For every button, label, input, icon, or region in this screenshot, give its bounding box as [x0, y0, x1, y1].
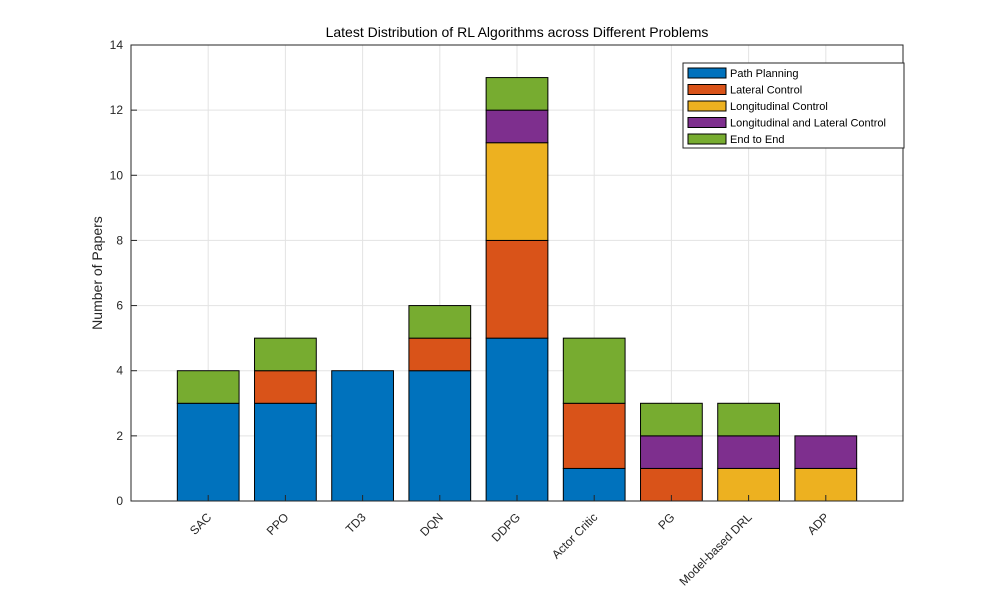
y-axis: 0 2 4 6 8 10 12 14	[110, 38, 137, 508]
bar-segment	[640, 435, 703, 469]
bar-segment	[485, 142, 549, 241]
legend-swatch	[687, 67, 727, 79]
bar-segment	[254, 337, 317, 372]
legend-label: Longitudinal and Lateral Control	[730, 118, 886, 130]
bar-segment	[408, 337, 472, 372]
y-tick-label: 2	[116, 429, 123, 443]
bar-segment	[717, 435, 780, 469]
y-tick-label: 0	[116, 494, 123, 508]
bars	[176, 77, 858, 502]
bar-segment	[408, 370, 472, 502]
bar-segment	[331, 370, 394, 502]
bar-segment	[176, 370, 240, 404]
legend-label: Lateral Control	[730, 85, 802, 97]
bar-segment	[640, 402, 703, 437]
y-tick-label: 10	[110, 168, 124, 182]
bar-segment	[562, 337, 626, 404]
bar-segment	[794, 435, 858, 469]
legend-swatch	[687, 117, 727, 128]
y-tick-label: 6	[116, 299, 123, 313]
legend-swatch	[687, 84, 727, 95]
legend-swatch	[687, 133, 727, 145]
bar-segment	[176, 402, 240, 502]
legend-swatch	[687, 100, 727, 112]
legend-label: Longitudinal Control	[730, 101, 828, 113]
y-tick-label: 14	[110, 38, 124, 52]
y-tick-label: 8	[116, 233, 123, 247]
bar-segment	[717, 402, 780, 437]
y-tick-label: 4	[116, 364, 123, 378]
chart-title: Latest Distribution of RL Algorithms acr…	[326, 24, 709, 40]
bar-segment	[254, 370, 317, 404]
bar-segment	[485, 77, 549, 111]
y-tick-label: 12	[110, 103, 124, 117]
bar-segment	[408, 305, 472, 339]
y-axis-label: Number of Papers	[89, 216, 105, 330]
bar-segment	[485, 109, 549, 144]
legend: Path Planning Lateral Control Longitudinal…	[682, 62, 905, 149]
legend-label: End to End	[730, 134, 784, 146]
bar-segment	[485, 337, 549, 502]
legend-label: Path Planning	[730, 68, 799, 80]
bar-segment	[562, 402, 626, 469]
bar-segment	[485, 239, 549, 339]
bar-segment	[254, 402, 317, 502]
